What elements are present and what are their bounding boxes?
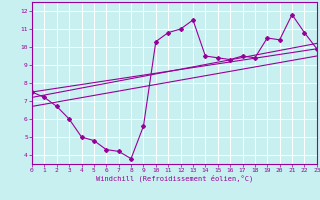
- X-axis label: Windchill (Refroidissement éolien,°C): Windchill (Refroidissement éolien,°C): [96, 175, 253, 182]
